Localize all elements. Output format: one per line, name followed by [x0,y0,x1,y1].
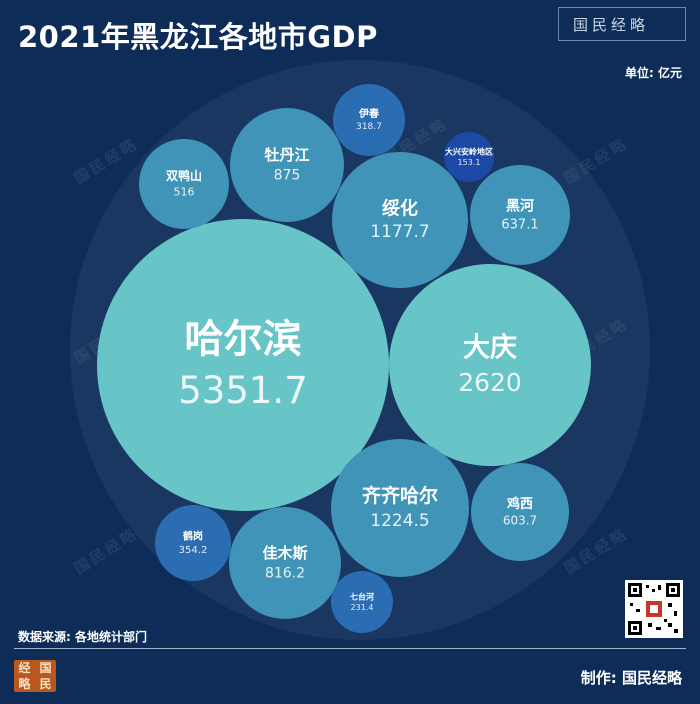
bubble [331,571,393,633]
logo-char: 国 [39,660,52,675]
bubble-name-label: 双鸭山 [166,168,202,183]
bubble-name-label: 大庆 [463,331,517,363]
bubble [332,152,468,288]
bubble-value-label: 153.1 [458,158,481,167]
brand-text: 国民经略 [573,15,650,34]
bubble [471,463,569,561]
bubble-value-label: 1177.7 [370,222,429,242]
bubble-name-label: 黑河 [506,198,534,215]
bubble-name-label: 齐齐哈尔 [362,484,438,507]
bubble-name-label: 鸡西 [506,496,533,512]
bubble [155,505,231,581]
bubble-value-label: 5351.7 [178,369,307,412]
bubble-value-label: 354.2 [179,545,208,556]
bubble [97,219,389,511]
bubble-value-label: 516 [174,186,195,199]
bubble-value-label: 816.2 [265,565,305,581]
bubble [331,439,469,577]
bubble-value-label: 603.7 [503,514,537,528]
bubble-name-label: 七台河 [350,591,374,601]
data-source: 数据来源: 各地统计部门 [18,630,147,644]
bubble [229,507,341,619]
bubble-value-label: 875 [274,167,301,183]
bubble-name-label: 哈尔滨 [184,317,301,362]
bubble [139,139,229,229]
brand-logo: 国民经略 [558,7,686,41]
bubble-name-label: 大兴安岭地区 [445,146,493,156]
brand-badge-icon: 经 国 略 民 [14,660,56,692]
page-title: 2021年黑龙江各地市GDP [18,20,378,54]
bubble-value-label: 2620 [458,368,522,397]
bubble [389,264,591,466]
footer-divider [14,648,686,649]
qr-code-pattern [628,583,680,635]
bubble-value-label: 637.1 [501,218,538,233]
logo-char: 民 [39,676,52,691]
maker-credit: 制作: 国民经略 [580,669,682,687]
bubble [230,108,344,222]
bubble-value-label: 1224.5 [370,511,429,531]
logo-char: 经 [18,660,31,675]
bubble-name-label: 佳木斯 [262,544,307,562]
bubble-name-label: 牡丹江 [264,146,309,164]
bubble-name-label: 伊春 [358,107,379,120]
bubble-value-label: 231.4 [351,603,374,612]
bubble [470,165,570,265]
unit-label: 单位: 亿元 [625,66,682,80]
bubble [333,84,405,156]
bubble-value-label: 318.7 [356,122,382,132]
bubble-name-label: 绥化 [382,197,418,219]
bubble-group: 哈尔滨 5351.7 大庆 2620 齐齐哈尔 1224.5 绥化 1177.7 牡丹江 875 佳… [97,84,591,633]
bubble [444,132,494,182]
bubble-name-label: 鹤岗 [182,530,203,543]
qr-code-icon [625,580,683,638]
logo-char: 略 [18,676,31,691]
